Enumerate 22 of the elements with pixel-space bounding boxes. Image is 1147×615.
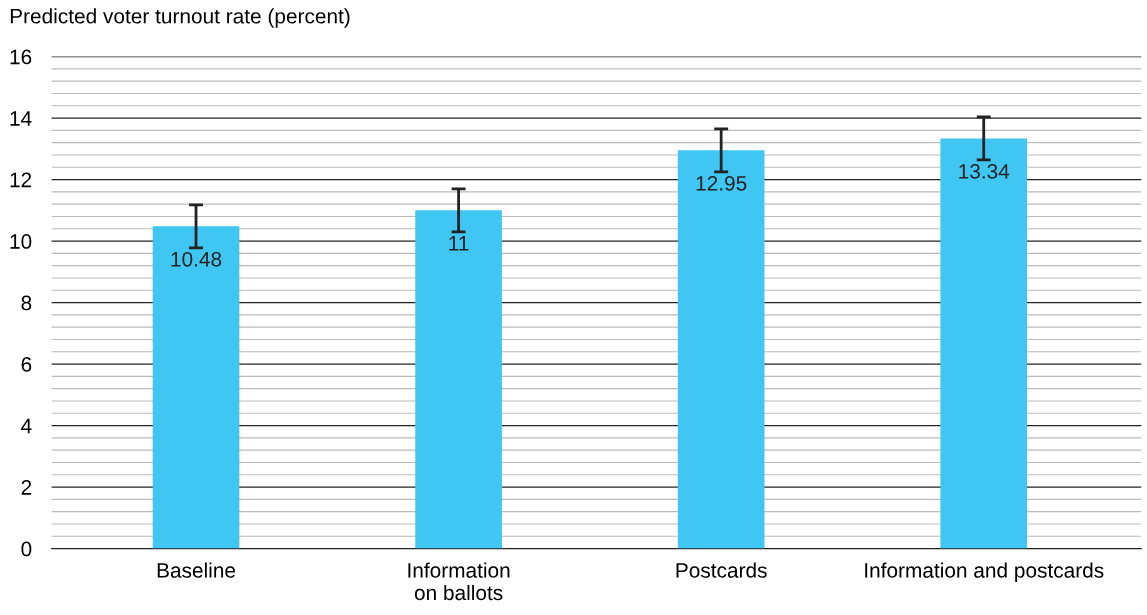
data-label: 13.34 [959, 163, 1010, 179]
data-label: 10.48 [171, 251, 222, 267]
bar [415, 210, 502, 549]
y-tick-label: 12 [10, 172, 32, 188]
data-label: 12.95 [696, 175, 747, 191]
y-tick-label: 16 [10, 49, 32, 65]
y-tick-label: 0 [21, 541, 32, 557]
x-tick-label: Baseline [157, 562, 236, 578]
bar [940, 138, 1028, 549]
y-tick-label: 8 [21, 295, 32, 311]
y-tick-label: 2 [21, 480, 32, 495]
y-tick-label: 4 [21, 418, 32, 434]
data-label: 11 [449, 236, 469, 251]
x-tick-label: Information on ballots [408, 562, 510, 601]
y-tick-label: 14 [10, 111, 32, 126]
bar [677, 150, 765, 549]
x-tick-label: Postcards [676, 562, 767, 578]
x-tick-label: Information and postcards [865, 562, 1104, 582]
y-tick-label: 10 [10, 234, 32, 249]
bar [152, 226, 240, 549]
y-axis-title: Predicted voter turnout rate (percent) [10, 8, 350, 28]
y-tick-label: 6 [21, 357, 32, 372]
